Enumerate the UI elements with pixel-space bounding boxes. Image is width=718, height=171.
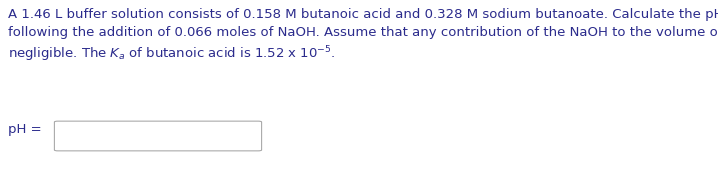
- Text: negligible. The $K_a$ of butanoic acid is 1.52 x 10$^{-5}$.: negligible. The $K_a$ of butanoic acid i…: [8, 44, 336, 64]
- Text: following the addition of 0.066 moles of NaOH. Assume that any contribution of t: following the addition of 0.066 moles of…: [8, 26, 718, 39]
- Text: A 1.46 L buffer solution consists of 0.158 M butanoic acid and 0.328 M sodium bu: A 1.46 L buffer solution consists of 0.1…: [8, 8, 718, 21]
- FancyBboxPatch shape: [55, 121, 261, 151]
- Text: pH =: pH =: [8, 123, 42, 136]
